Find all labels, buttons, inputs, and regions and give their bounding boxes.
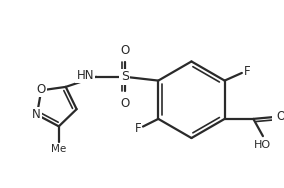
Text: O: O [37,83,46,96]
Text: O: O [120,44,130,57]
Text: F: F [134,122,141,135]
Text: O: O [120,97,130,110]
Text: O: O [276,111,284,124]
Text: Me: Me [51,144,66,154]
Text: HN: HN [77,69,94,82]
Text: F: F [244,65,250,78]
Text: S: S [121,70,129,83]
Text: N: N [32,108,40,121]
Text: HO: HO [254,140,272,150]
